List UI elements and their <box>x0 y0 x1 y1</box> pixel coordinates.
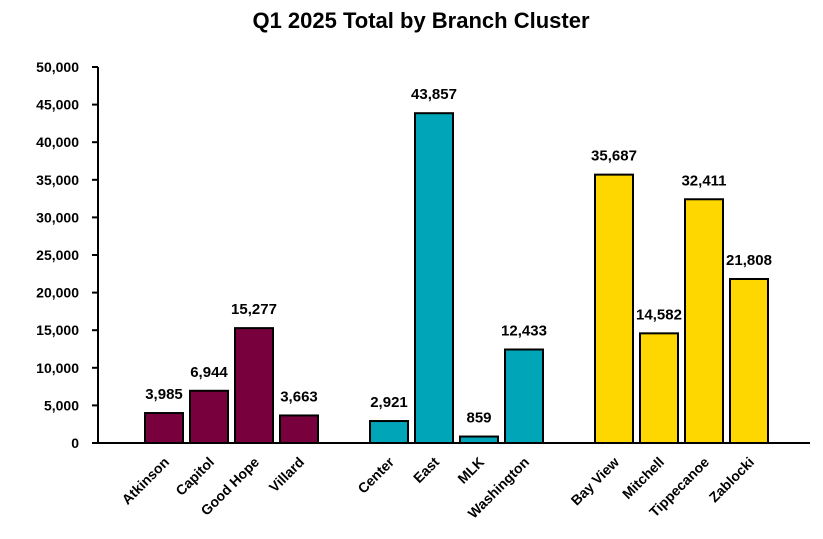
y-tick-label: 10,000 <box>36 360 79 376</box>
bar <box>459 435 499 444</box>
x-tick-label: East <box>410 454 442 486</box>
data-label: 32,411 <box>681 172 726 189</box>
data-label: 859 <box>466 410 491 427</box>
y-tick-label: 0 <box>71 435 79 451</box>
x-tick-label: Center <box>354 453 397 496</box>
x-tick-label: MLK <box>454 454 487 487</box>
x-tick-label: Villard <box>266 454 307 495</box>
data-label: 3,985 <box>145 386 183 403</box>
bar <box>234 327 274 445</box>
data-label: 21,808 <box>726 252 772 269</box>
y-tick-label: 30,000 <box>36 209 79 225</box>
y-tick-label: 35,000 <box>36 172 79 188</box>
data-label: 15,277 <box>231 301 277 318</box>
axes: 0 5,000 10,000 15,000 20,000 25,000 30,000 35,0… <box>36 59 810 451</box>
bar <box>369 420 409 445</box>
data-label: 14,582 <box>636 306 682 323</box>
bar <box>684 198 724 444</box>
bar <box>639 332 679 444</box>
y-tick-label: 25,000 <box>36 247 79 263</box>
chart-title: Q1 2025 Total by Branch Cluster <box>252 8 589 33</box>
y-tick-label: 50,000 <box>36 59 79 75</box>
y-tick-label: 5,000 <box>44 397 79 413</box>
bar <box>144 412 184 445</box>
y-tick-label: 40,000 <box>36 134 79 150</box>
bar <box>504 348 544 445</box>
x-tick-label: Capitol <box>172 454 217 499</box>
data-label: 35,687 <box>591 148 637 165</box>
bar <box>729 278 769 444</box>
y-tick-label: 20,000 <box>36 285 79 301</box>
bar <box>414 112 454 444</box>
bar <box>279 414 319 445</box>
data-label: 3,663 <box>280 388 318 405</box>
bar <box>594 173 634 444</box>
y-tick-label: 15,000 <box>36 322 79 338</box>
x-tick-label: Zablocki <box>706 454 757 505</box>
y-tick-label: 45,000 <box>36 97 79 113</box>
x-tick-label: Bay View <box>568 454 623 509</box>
x-tick-label: Atkinson <box>118 454 172 508</box>
bar <box>189 389 229 445</box>
data-label: 2,921 <box>370 394 408 411</box>
data-label: 43,857 <box>411 86 457 103</box>
data-label: 12,433 <box>501 323 547 340</box>
data-label: 6,944 <box>190 364 228 381</box>
